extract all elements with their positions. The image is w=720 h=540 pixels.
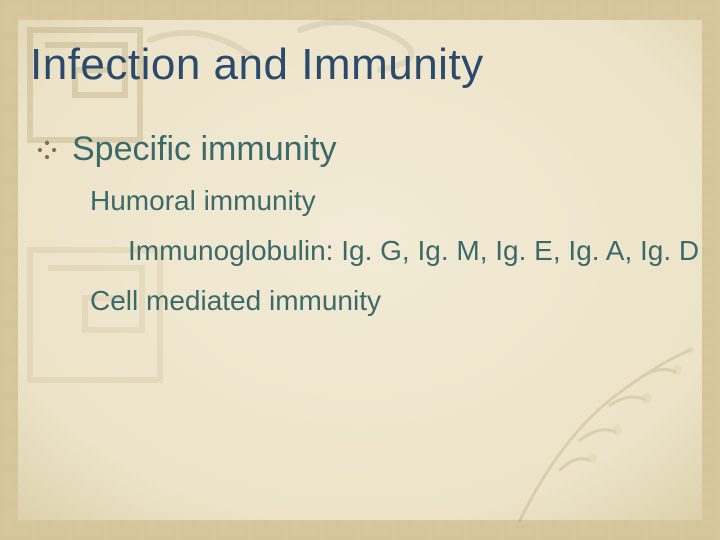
sub-immunoglobulin: Immunoglobulin: Ig. G, Ig. M, Ig. E, Ig.… [128,235,699,267]
slide-title: Infection and Immunity [30,40,484,90]
diamond-bullet-icon [37,140,57,160]
slide: Infection and Immunity Specific immunity… [0,0,720,540]
sub-cell-mediated: Cell mediated immunity [90,285,381,317]
sub-humoral: Humoral immunity [90,185,316,217]
bullet-text: Specific immunity [72,130,337,169]
bullet-specific-immunity: Specific immunity [40,130,337,169]
